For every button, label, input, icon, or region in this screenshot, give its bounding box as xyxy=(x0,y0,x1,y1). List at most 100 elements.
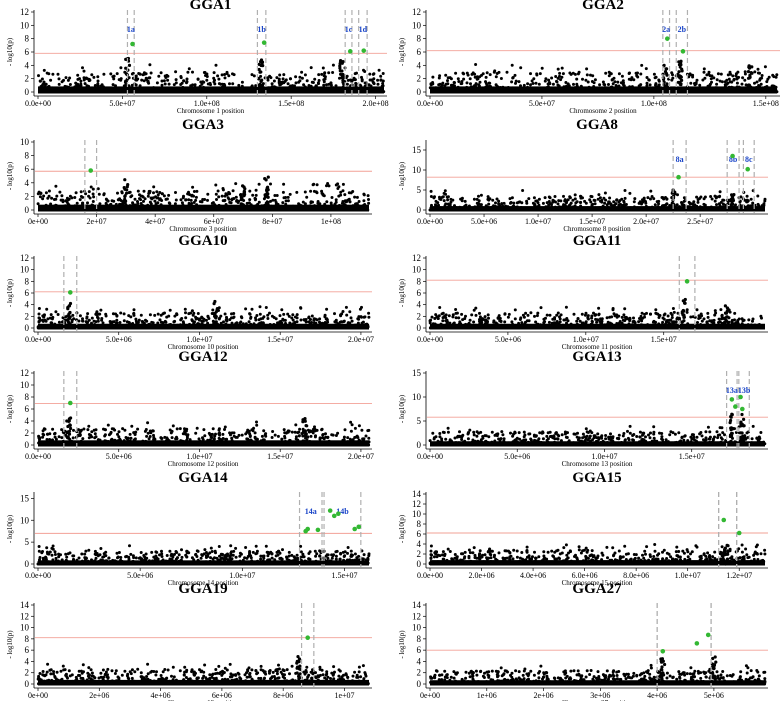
snp-point xyxy=(334,198,338,202)
snp-baseline-band xyxy=(38,204,369,212)
snp-point xyxy=(509,201,512,205)
snp-point xyxy=(82,427,86,431)
snp-point xyxy=(315,183,319,187)
snp-point xyxy=(543,196,547,200)
snp-point xyxy=(299,318,303,322)
snp-point xyxy=(474,63,478,66)
snp-point xyxy=(330,196,334,199)
snp-point xyxy=(49,321,53,325)
snp-point xyxy=(130,72,134,76)
snp-point xyxy=(499,320,503,323)
x-tick-label: 5.0e+06 xyxy=(106,452,132,461)
snp-point xyxy=(526,82,530,86)
snp-point xyxy=(573,193,577,197)
snp-point xyxy=(737,75,741,79)
snp-point xyxy=(487,202,491,206)
snp-point xyxy=(241,208,245,212)
snp-point xyxy=(228,82,231,86)
y-tick-label: 10 xyxy=(20,20,30,30)
snp-point xyxy=(599,199,602,203)
snp-point xyxy=(187,67,191,71)
snp-point xyxy=(345,313,349,317)
snp-point xyxy=(74,191,78,195)
snp-point xyxy=(679,63,683,67)
snp-point xyxy=(588,198,592,202)
snp-point xyxy=(740,82,744,86)
snp-point xyxy=(529,72,532,76)
snp-point xyxy=(441,319,445,323)
snp-point xyxy=(486,320,489,323)
snp-point xyxy=(533,203,537,206)
snp-point xyxy=(521,189,525,192)
snp-point xyxy=(257,182,261,186)
snp-point xyxy=(713,309,717,313)
snp-point xyxy=(323,77,327,81)
snp-point xyxy=(88,78,92,82)
snp-point xyxy=(52,198,56,201)
snp-point xyxy=(185,81,188,85)
snp-point xyxy=(571,198,575,202)
snp-point xyxy=(255,423,259,427)
snp-point xyxy=(78,314,82,318)
snp-point xyxy=(623,307,627,311)
snp-point xyxy=(672,310,676,314)
snp-point xyxy=(611,78,614,81)
snp-point xyxy=(64,199,68,203)
snp-point xyxy=(257,83,261,87)
snp-point xyxy=(671,307,675,310)
snp-point xyxy=(60,80,64,84)
snp-point xyxy=(248,198,252,202)
snp-point xyxy=(50,196,54,200)
snp-point xyxy=(223,76,227,80)
snp-point xyxy=(322,83,326,87)
snp-point xyxy=(54,310,58,314)
snp-point xyxy=(174,191,177,194)
snp-point xyxy=(221,188,225,192)
snp-point xyxy=(138,72,142,76)
snp-point xyxy=(723,83,727,87)
snp-point xyxy=(508,197,512,201)
snp-point xyxy=(566,82,570,86)
snp-point xyxy=(272,316,276,319)
snp-point xyxy=(301,200,305,204)
snp-point xyxy=(723,80,727,84)
snp-point xyxy=(38,195,42,199)
snp-point xyxy=(639,83,643,87)
snp-point xyxy=(558,315,561,319)
snp-point xyxy=(140,320,144,323)
snp-point xyxy=(280,308,284,312)
snp-point xyxy=(323,321,327,324)
x-tick-label: 6e+07 xyxy=(204,217,224,226)
snp-point xyxy=(174,81,178,85)
snp-point xyxy=(81,66,84,70)
snp-point xyxy=(371,72,375,76)
snp-point xyxy=(721,202,725,206)
snp-point xyxy=(654,320,657,324)
snp-point xyxy=(240,80,244,84)
snp-point xyxy=(128,190,132,194)
snp-point xyxy=(465,81,469,85)
significant-snp-point xyxy=(684,279,690,284)
snp-point xyxy=(555,80,559,84)
snp-point xyxy=(569,201,573,205)
snp-point xyxy=(327,184,331,188)
snp-point xyxy=(634,71,638,75)
snp-point xyxy=(142,79,146,83)
snp-point xyxy=(189,311,193,315)
snp-point xyxy=(258,86,262,91)
snp-point xyxy=(56,72,60,76)
snp-point xyxy=(554,200,557,204)
snp-point xyxy=(685,308,689,312)
snp-point xyxy=(473,72,477,76)
snp-point xyxy=(122,199,126,203)
snp-point xyxy=(438,82,442,86)
snp-point xyxy=(122,319,126,323)
snp-point xyxy=(220,73,224,77)
y-tick-label: 8 xyxy=(25,392,30,402)
snp-point xyxy=(144,72,148,76)
snp-point xyxy=(346,436,350,440)
snp-point xyxy=(227,74,231,78)
snp-point xyxy=(273,194,277,197)
snp-point xyxy=(574,201,578,205)
snp-point xyxy=(76,82,80,86)
